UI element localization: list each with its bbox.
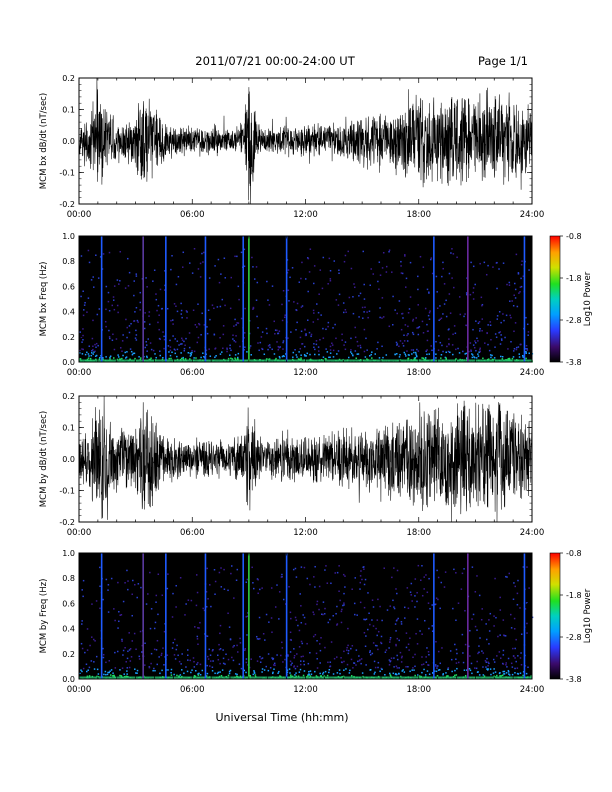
x-tick-label: 24:00 (520, 368, 545, 378)
x-tick-label: 12:00 (293, 685, 318, 695)
figure-title: 2011/07/21 00:00-24:00 UT (195, 54, 355, 68)
colorbar-tick-label: -0.8 (566, 549, 582, 558)
spectrogram-background (79, 236, 532, 362)
colorbar-label: Log10 Power (583, 271, 593, 326)
y-tick-label: 0.2 (62, 392, 75, 401)
y-tick-label: 0.6 (62, 599, 75, 608)
x-tick-label: 24:00 (520, 210, 545, 220)
x-tick-label: 18:00 (407, 368, 432, 378)
y-tick-label: 0.1 (62, 424, 75, 433)
colorbar-tick-label: -1.8 (566, 274, 582, 283)
y-axis-title: MCM by dB/dt (nT/sec) (39, 411, 49, 507)
x-tick-label: 18:00 (407, 210, 432, 220)
panel-4: -0.8 -1.8 -2.8 -3.8 Log10 Power 00:00 06:00 12:… (39, 549, 593, 695)
y-tick-label: 0.4 (62, 308, 75, 317)
x-tick-label: 18:00 (407, 685, 432, 695)
y-tick-label: 0.2 (62, 74, 75, 83)
series-trace (78, 395, 533, 523)
x-tick-label: 06:00 (180, 528, 205, 538)
panels: 00:00 06:00 12:00 18:00 24:00 -0.2 -0.1 0.0 0.1 0… (39, 74, 593, 695)
y-tick-label: -0.1 (59, 169, 75, 178)
x-axis-title: Universal Time (hh:mm) (216, 711, 349, 724)
y-tick-label: 0.0 (62, 137, 75, 146)
x-tick-label: 00:00 (67, 210, 92, 220)
y-tick-label: 0.0 (62, 675, 75, 684)
y-tick-label: 0.2 (62, 650, 75, 659)
panel-3: 00:00 06:00 12:00 18:00 24:00 -0.2 -0.1 0.0 0.1 0… (39, 392, 544, 538)
colorbar (549, 235, 561, 363)
colorbar-tick-label: -2.8 (566, 316, 582, 325)
colorbar (549, 552, 561, 680)
y-axis-title: MCM bx Freq (Hz) (39, 262, 49, 337)
x-tick-label: 24:00 (520, 685, 545, 695)
y-tick-label: 0.2 (62, 333, 75, 342)
y-tick-label: 0.8 (62, 574, 75, 583)
y-tick-label: 0.0 (62, 358, 75, 367)
y-tick-label: -0.1 (59, 487, 75, 496)
y-axis-title: MCM by Freq (Hz) (39, 579, 49, 654)
colorbar-tick-label: -3.8 (566, 675, 582, 684)
x-tick-label: 12:00 (293, 528, 318, 538)
y-tick-label: 0.0 (62, 455, 75, 464)
x-tick-label: 18:00 (407, 528, 432, 538)
colorbar-tick-label: -0.8 (566, 232, 582, 241)
colorbar-label: Log10 Power (583, 588, 593, 643)
series-trace (78, 77, 533, 205)
x-tick-label: 06:00 (180, 210, 205, 220)
x-tick-label: 00:00 (67, 368, 92, 378)
x-tick-label: 24:00 (520, 528, 545, 538)
panel-1: 00:00 06:00 12:00 18:00 24:00 -0.2 -0.1 0.0 0.1 0… (39, 74, 544, 220)
y-tick-label: 1.0 (62, 232, 75, 241)
x-tick-label: 12:00 (293, 210, 318, 220)
page-number: Page 1/1 (478, 54, 528, 68)
x-tick-label: 00:00 (67, 685, 92, 695)
x-tick-label: 00:00 (67, 528, 92, 538)
colorbar-tick-label: -1.8 (566, 591, 582, 600)
y-axis-title: MCM bx dB/dt (nT/sec) (39, 93, 49, 189)
y-tick-label: 0.8 (62, 257, 75, 266)
y-tick-label: 0.1 (62, 106, 75, 115)
panel-2: -0.8 -1.8 -2.8 -3.8 Log10 Power 00:00 06:00 12:… (39, 232, 593, 378)
x-tick-label: 12:00 (293, 368, 318, 378)
x-tick-label: 06:00 (180, 685, 205, 695)
colorbar-tick-label: -3.8 (566, 358, 582, 367)
y-tick-label: -0.2 (59, 518, 75, 527)
y-tick-label: 1.0 (62, 549, 75, 558)
x-tick-label: 06:00 (180, 368, 205, 378)
y-tick-label: -0.2 (59, 200, 75, 209)
colorbar-tick-label: -2.8 (566, 633, 582, 642)
y-tick-label: 0.4 (62, 625, 75, 634)
y-tick-label: 0.6 (62, 282, 75, 291)
spectrogram-background (79, 553, 532, 679)
